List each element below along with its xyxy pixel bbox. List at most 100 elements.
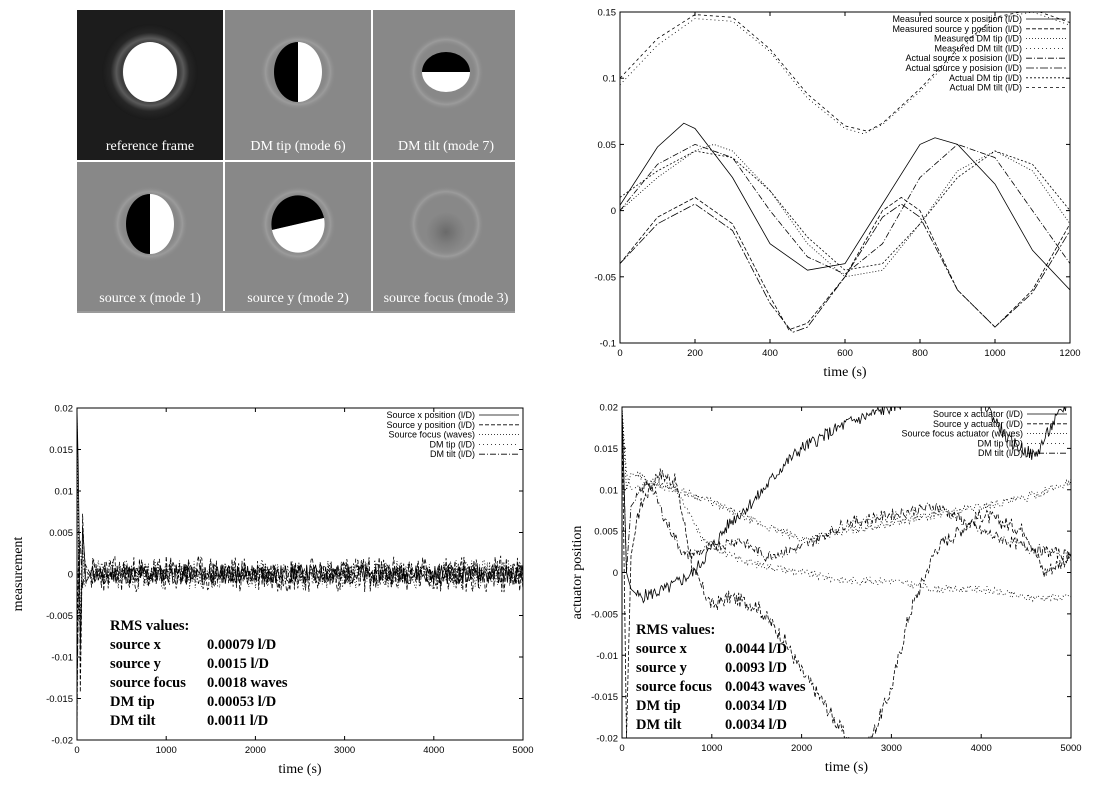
legend-label: Measured DM tip (l/D): [934, 34, 1022, 44]
y-tick-label: 0.005: [594, 527, 618, 538]
mode-image-tile: source x (mode 1): [77, 162, 223, 312]
x-tick-label: 5000: [512, 745, 533, 756]
y-tick-label: 0.1: [603, 74, 616, 85]
y-tick-label: 0: [68, 570, 73, 581]
y-tick-label: -0.015: [46, 694, 73, 705]
y-tick-label: -0.02: [596, 734, 618, 745]
rms-value: 0.0018 waves: [207, 675, 288, 691]
legend-label: Actual source y posision (l/D): [905, 63, 1022, 73]
rms-value: 0.0044 l/D: [725, 641, 787, 657]
rms-value: 0.0043 waves: [725, 679, 806, 695]
y-tick-label: -0.05: [594, 272, 616, 283]
psf-bright-lobe: [298, 42, 322, 102]
psf-bright-lobe: [272, 218, 325, 253]
rms-label: source x: [110, 637, 162, 653]
psf-dark-lobe: [274, 42, 298, 102]
y-tick-label: 0.005: [49, 528, 73, 539]
x-axis-label: time (s): [823, 365, 866, 380]
tile-label: DM tilt (mode 7): [398, 139, 494, 154]
rms-label: DM tip: [110, 694, 155, 710]
x-tick-label: 5000: [1060, 743, 1081, 754]
x-tick-label: 600: [837, 348, 853, 359]
series-line: [620, 143, 1070, 275]
y-tick-label: 0: [611, 206, 616, 217]
y-tick-label: 0.01: [600, 485, 619, 496]
legend-label: Measured source y position (l/D): [892, 24, 1022, 34]
series-line: [77, 449, 523, 618]
rms-title: RMS values:: [110, 618, 189, 634]
mode-image-tile: source focus (mode 3): [373, 162, 519, 312]
rms-label: DM tilt: [110, 713, 156, 729]
rms-value: 0.0093 l/D: [725, 660, 787, 676]
y-tick-label: 0.15: [598, 8, 617, 19]
legend-label: DM tilt (l/D): [978, 448, 1023, 458]
y-tick-label: -0.005: [46, 611, 73, 622]
legend-label: Source focus (waves): [388, 430, 475, 440]
tile-label: reference frame: [106, 139, 194, 154]
series-line: [622, 407, 1067, 604]
y-tick-label: 0.015: [49, 445, 73, 456]
y-tick-label: -0.015: [591, 692, 618, 703]
rms-label: source focus: [636, 679, 712, 695]
x-axis-label: time (s): [825, 760, 868, 775]
tile-label: source y (mode 2): [247, 291, 349, 306]
x-tick-label: 1000: [984, 348, 1005, 359]
rms-value: 0.0011 l/D: [207, 713, 268, 729]
psf-dark-lobe: [422, 52, 470, 72]
x-tick-label: 1000: [156, 745, 177, 756]
rms-label: DM tilt: [636, 717, 682, 733]
x-tick-label: 400: [762, 348, 778, 359]
series-line: [620, 203, 1070, 333]
x-axis-label: time (s): [278, 762, 321, 777]
mode-image-tile: source y (mode 2): [225, 162, 371, 312]
y-tick-label: 0.02: [600, 403, 619, 414]
rms-label: source x: [636, 641, 688, 657]
series-line: [620, 12, 1070, 132]
psf-bright-lobe: [422, 72, 470, 92]
y-tick-label: -0.005: [591, 609, 618, 620]
x-tick-label: 0: [619, 743, 624, 754]
y-tick-label: -0.01: [596, 651, 618, 662]
y-tick-label: 0.01: [55, 487, 74, 498]
y-tick-label: 0.02: [55, 404, 74, 415]
x-tick-label: 0: [74, 745, 79, 756]
series-line: [620, 150, 1070, 271]
legend-label: DM tilt (l/D): [430, 449, 475, 459]
series-line: [622, 407, 1071, 573]
series-line: [622, 407, 1071, 738]
x-tick-label: 4000: [971, 743, 992, 754]
x-tick-label: 1000: [701, 743, 722, 754]
series-line: [620, 196, 1070, 331]
x-tick-label: 0: [617, 348, 622, 359]
legend-label: Actual DM tilt (l/D): [949, 83, 1022, 93]
legend-label: Measured DM tilt (l/D): [934, 43, 1022, 53]
psf-dark-lobe: [271, 195, 324, 230]
series-line: [622, 407, 1071, 543]
rms-value: 0.00053 l/D: [207, 694, 276, 710]
chart-measurement-vs-time: 0 1000 2000 3000 4000 5000 -0.02 -0.015 -0.01 -0.…: [0, 398, 540, 783]
chart-position-vs-time: 0 200 400 600 800 1000 1200 -0.1 -0.05 0 0.05 0.1 0.…: [575, 0, 1107, 395]
chart-position-svg: 0 200 400 600 800 1000 1200 -0.1 -0.05 0 0.05 0.1 0.…: [594, 8, 1080, 381]
series-line: [620, 122, 1070, 291]
rms-value: 0.0034 l/D: [725, 717, 787, 733]
y-axis-label: measurement: [11, 537, 26, 612]
y-tick-label: 0: [613, 568, 618, 579]
y-tick-label: 0.05: [598, 140, 617, 151]
rms-label: source focus: [110, 675, 186, 691]
psf-dark-lobe: [126, 194, 150, 254]
tile-label: DM tip (mode 6): [250, 139, 346, 154]
y-tick-label: -0.1: [600, 339, 616, 350]
x-tick-label: 3000: [334, 745, 355, 756]
legend-label: Actual source x posision (l/D): [905, 53, 1022, 63]
x-tick-label: 800: [912, 348, 928, 359]
legend-label: Source y actuator (l/D): [933, 419, 1023, 429]
series-line: [622, 407, 1071, 603]
mode-images-svg: reference frame DM tip (mode 6) DM tilt (m…: [77, 10, 519, 313]
x-tick-label: 1200: [1059, 348, 1080, 359]
tile-label: source x (mode 1): [99, 291, 201, 306]
rms-value: 0.0015 l/D: [207, 656, 269, 672]
x-tick-label: 200: [687, 348, 703, 359]
legend-label: Source y position (l/D): [386, 420, 475, 430]
mode-image-tile: DM tilt (mode 7): [373, 10, 519, 160]
rms-title: RMS values:: [636, 622, 715, 638]
